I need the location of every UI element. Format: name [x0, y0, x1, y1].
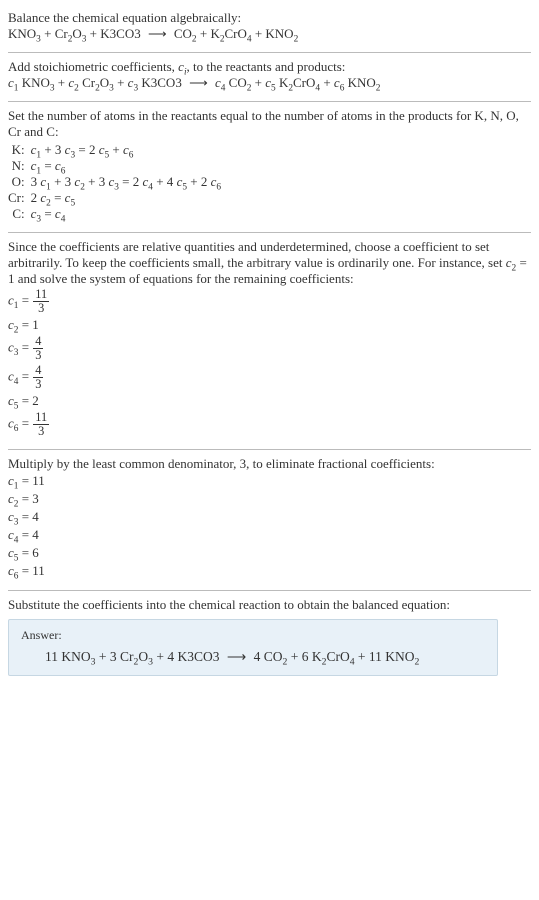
coef: 4	[167, 649, 174, 664]
element-label: K:	[8, 142, 31, 158]
page: Balance the chemical equation algebraica…	[0, 0, 539, 692]
coef-line: c2 = 3	[8, 490, 531, 508]
coef-line: c5 = 2	[8, 392, 531, 410]
species-k2cro4: K2CrO4	[279, 75, 320, 90]
section-lcd: Multiply by the least common denominator…	[8, 452, 531, 588]
species-cr2o3: Cr2O3	[82, 75, 114, 90]
divider	[8, 449, 531, 450]
balance-equation: 3 c1 + 3 c2 + 3 c3 = 2 c4 + 4 c5 + 2 c6	[31, 174, 225, 190]
text: Add stoichiometric coefficients,	[8, 59, 178, 74]
section-atom-balance: Set the number of atoms in the reactants…	[8, 104, 531, 230]
species-cr2o3: Cr2O3	[120, 649, 153, 664]
arrow-icon: ⟶	[223, 649, 250, 664]
table-row: O:3 c1 + 3 c2 + 3 c3 = 2 c4 + 4 c5 + 2 c…	[8, 174, 225, 190]
species-k3co3: K3CO3	[100, 26, 140, 41]
section-title: Set the number of atoms in the reactants…	[8, 108, 531, 140]
balanced-equation: 11 KNO3 + 3 Cr2O3 + 4 K3CO3 ⟶ 4 CO2 + 6 …	[21, 649, 485, 665]
section-solve-coefs: Since the coefficients are relative quan…	[8, 235, 531, 447]
element-label: C:	[8, 206, 31, 222]
atom-balance-table: K:c1 + 3 c3 = 2 c5 + c6N:c1 = c6O:3 c1 +…	[8, 142, 225, 222]
section-add-coefficients: Add stoichiometric coefficients, ci, to …	[8, 55, 531, 99]
balance-equation: c1 + 3 c3 = 2 c5 + c6	[31, 142, 225, 158]
answer-label: Answer:	[21, 628, 485, 643]
arrow-icon: ⟶	[185, 75, 212, 90]
coef-line: c5 = 6	[8, 544, 531, 562]
species-kno2: KNO2	[385, 649, 419, 664]
section-title: Since the coefficients are relative quan…	[8, 239, 531, 287]
species-co2: CO2	[174, 26, 197, 41]
coef-line: c4 = 43	[8, 363, 531, 392]
divider	[8, 52, 531, 53]
species-co2: CO2	[229, 75, 252, 90]
unbalanced-equation: KNO3 + Cr2O3 + K3CO3 ⟶ CO2 + K2CrO4 + KN…	[8, 26, 531, 42]
coef-list-integers: c1 = 11c2 = 3c3 = 4c4 = 4c5 = 6c6 = 11	[8, 472, 531, 580]
species-kno3: KNO3	[61, 649, 95, 664]
divider	[8, 101, 531, 102]
species-k2cro4: K2CrO4	[312, 649, 355, 664]
table-row: N:c1 = c6	[8, 158, 225, 174]
section-title: Add stoichiometric coefficients, ci, to …	[8, 59, 531, 75]
coef-line: c1 = 11	[8, 472, 531, 490]
section-balance-intro: Balance the chemical equation algebraica…	[8, 6, 531, 50]
species-cr2o3: Cr2O3	[55, 26, 87, 41]
text: , to the reactants and products:	[187, 59, 346, 74]
coef: 11	[45, 649, 58, 664]
section-title: Balance the chemical equation algebraica…	[8, 10, 531, 26]
coef-line: c6 = 113	[8, 410, 531, 439]
divider	[8, 232, 531, 233]
section-title: Multiply by the least common denominator…	[8, 456, 531, 472]
element-label: O:	[8, 174, 31, 190]
balance-equation: 2 c2 = c5	[31, 190, 225, 206]
coef: 4	[254, 649, 261, 664]
section-substitute: Substitute the coefficients into the che…	[8, 593, 531, 684]
coef-line: c4 = 4	[8, 526, 531, 544]
coef-list-fractions: c1 = 113c2 = 1c3 = 43c4 = 43c5 = 2c6 = 1…	[8, 287, 531, 439]
species-k3co3: K3CO3	[177, 649, 219, 664]
species-k3co3: K3CO3	[141, 75, 181, 90]
coef-line: c1 = 113	[8, 287, 531, 316]
coef-line: c6 = 11	[8, 562, 531, 580]
species-kno3: KNO3	[8, 26, 41, 41]
coef-line: c2 = 1	[8, 316, 531, 334]
coef: 11	[369, 649, 382, 664]
species-kno2: KNO2	[348, 75, 381, 90]
species-kno2: KNO2	[265, 26, 298, 41]
species-kno3: KNO3	[22, 75, 55, 90]
species-co2: CO2	[264, 649, 288, 664]
species-k2cro4: K2CrO4	[210, 26, 251, 41]
coef-line: c3 = 43	[8, 334, 531, 363]
table-row: K:c1 + 3 c3 = 2 c5 + c6	[8, 142, 225, 158]
balance-equation: c3 = c4	[31, 206, 225, 222]
element-label: N:	[8, 158, 31, 174]
divider	[8, 590, 531, 591]
text: Since the coefficients are relative quan…	[8, 239, 506, 270]
section-title: Substitute the coefficients into the che…	[8, 597, 531, 613]
equation-with-ci: c1 KNO3 + c2 Cr2O3 + c3 K3CO3 ⟶ c4 CO2 +…	[8, 75, 531, 91]
coef: 3	[110, 649, 117, 664]
table-row: C:c3 = c4	[8, 206, 225, 222]
arrow-icon: ⟶	[144, 26, 171, 41]
answer-box: Answer: 11 KNO3 + 3 Cr2O3 + 4 K3CO3 ⟶ 4 …	[8, 619, 498, 676]
element-label: Cr:	[8, 190, 31, 206]
coef-line: c3 = 4	[8, 508, 531, 526]
coef: 6	[302, 649, 309, 664]
